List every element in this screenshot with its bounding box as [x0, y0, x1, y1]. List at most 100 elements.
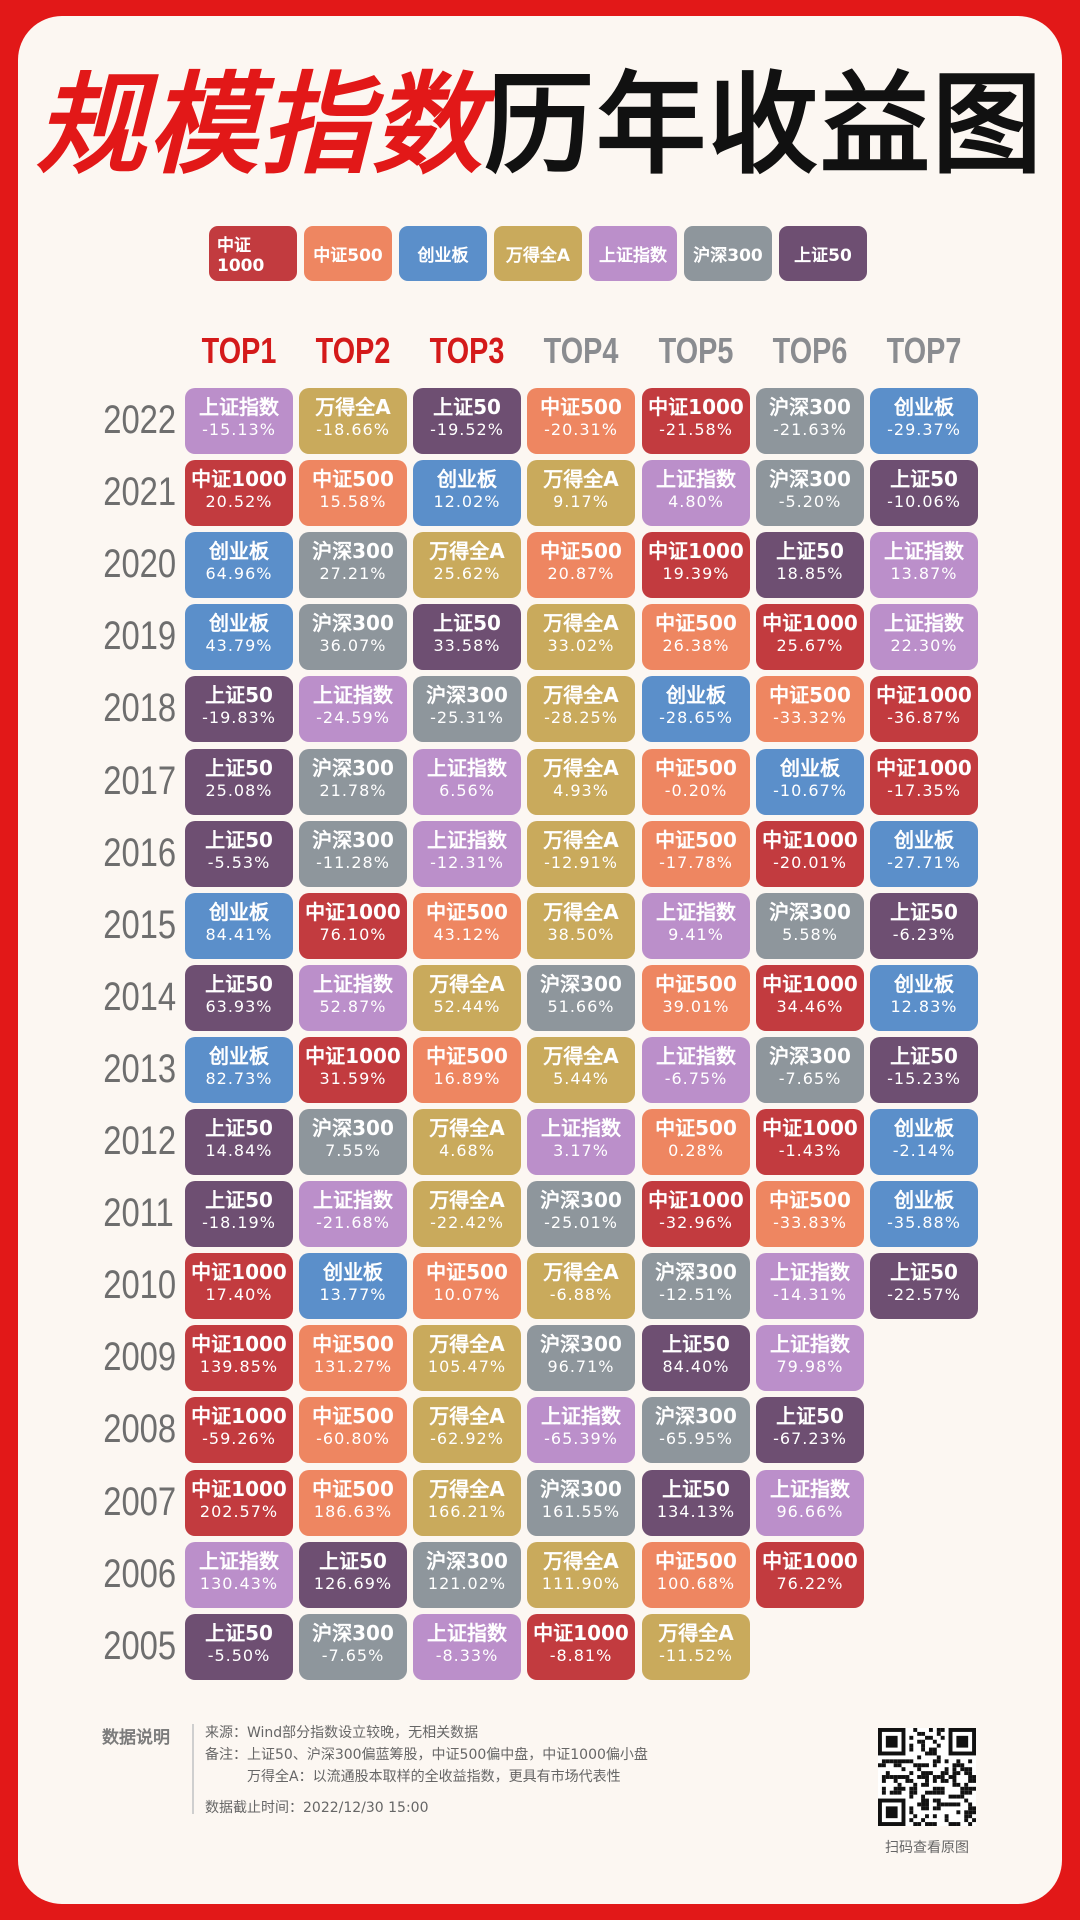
return-value: 4.80% — [668, 492, 724, 512]
return-value: 6.56% — [439, 780, 495, 800]
return-cell: 创业板 -2.14% — [870, 1109, 978, 1175]
index-name: 万得全A — [429, 1188, 505, 1213]
return-cell: 上证50 84.40% — [642, 1325, 750, 1392]
return-value: 36.07% — [319, 636, 387, 656]
return-cell: 中证1000 17.40% — [185, 1253, 293, 1320]
return-value: 126.69% — [313, 1573, 393, 1593]
rank-label-top1: TOP1 — [201, 330, 277, 371]
index-name: 中证1000 — [762, 1116, 858, 1140]
title-black-part: 历年收益图 — [484, 61, 1044, 189]
index-name: 沪深300 — [312, 1116, 394, 1140]
return-value: 130.43% — [199, 1573, 279, 1593]
index-name: 上证指数 — [199, 1548, 279, 1573]
return-value: -21.63% — [773, 420, 847, 439]
return-value: -6.23% — [892, 924, 956, 944]
return-cell: 万得全A 5.44% — [527, 1036, 635, 1103]
return-cell: 上证指数 -6.75% — [642, 1036, 750, 1103]
return-cell: 沪深300 -21.63% — [756, 388, 864, 454]
index-name: 沪深300 — [769, 467, 851, 492]
return-value: -36.87% — [887, 708, 961, 728]
index-name: 沪深300 — [312, 827, 394, 852]
return-value: -67.23% — [773, 1429, 847, 1449]
return-value: 52.44% — [433, 996, 501, 1016]
return-cell: 沪深300 121.02% — [413, 1541, 521, 1608]
return-cell: 上证50 126.69% — [299, 1541, 407, 1608]
return-cell: 万得全A -18.66% — [299, 388, 407, 454]
return-value: 12.83% — [890, 996, 958, 1016]
return-cell: 中证500 16.89% — [413, 1036, 521, 1103]
year-label: 2012 — [103, 1119, 177, 1163]
index-name: 中证500 — [655, 611, 737, 636]
return-cell: 中证1000 -36.87% — [870, 676, 978, 743]
return-value: -19.83% — [202, 708, 276, 728]
return-value: 96.66% — [776, 1501, 844, 1521]
index-name: 万得全A — [429, 971, 505, 996]
return-value: -59.26% — [202, 1429, 276, 1449]
return-value: 18.85% — [776, 564, 844, 584]
return-cell: 中证500 -17.78% — [642, 820, 750, 887]
return-cell: 万得全A 4.93% — [527, 748, 635, 815]
rank-label-top5: TOP5 — [658, 330, 734, 371]
index-name: 中证1000 — [648, 1188, 744, 1213]
return-value: -27.71% — [887, 852, 961, 872]
return-cell: 上证50 18.85% — [756, 532, 864, 599]
return-value: -17.78% — [659, 852, 733, 872]
rank-label-top6: TOP6 — [772, 330, 848, 371]
note-remark-2: 万得全A：以流通股本取样的全收益指数，更具有市场代表性 — [247, 1769, 621, 1785]
year-label: 2018 — [103, 686, 177, 731]
return-cell: 沪深300 -12.51% — [642, 1253, 750, 1320]
return-cell: 万得全A 25.62% — [413, 532, 521, 599]
index-name: 创业板 — [894, 1188, 954, 1213]
note-source: 来源：Wind部分指数设立较晚，无相关数据 — [205, 1725, 479, 1741]
return-cell: 沪深300 51.66% — [527, 964, 635, 1031]
index-name: 沪深300 — [312, 755, 394, 780]
return-value: 82.73% — [205, 1068, 273, 1088]
return-cell: 中证1000 -1.43% — [756, 1109, 864, 1175]
index-name: 创业板 — [209, 611, 269, 636]
index-name: 中证500 — [426, 1260, 508, 1285]
year-label: 2008 — [103, 1407, 177, 1452]
index-name: 万得全A — [429, 1404, 505, 1429]
return-cell: 沪深300 96.71% — [527, 1325, 635, 1392]
return-cell: 中证500 26.38% — [642, 604, 750, 671]
index-name: 上证50 — [433, 611, 501, 636]
return-cell: 创业板 12.02% — [413, 460, 521, 527]
return-value: -10.67% — [773, 780, 847, 800]
return-value: 100.68% — [656, 1573, 736, 1593]
return-value: -12.91% — [544, 852, 618, 872]
index-name: 中证500 — [655, 1548, 737, 1573]
index-name: 沪深300 — [769, 899, 851, 924]
return-cell: 中证1000 139.85% — [185, 1325, 293, 1392]
return-cell: 沪深300 -65.95% — [642, 1397, 750, 1464]
index-name: 沪深300 — [540, 971, 622, 996]
return-value: -18.19% — [202, 1213, 276, 1233]
return-value: 27.21% — [319, 564, 387, 584]
index-name: 沪深300 — [426, 1548, 508, 1573]
return-value: -21.68% — [316, 1213, 390, 1233]
note-cutoff: 数据截止时间：2022/12/30 15:00 — [205, 1800, 429, 1816]
return-cell: 上证指数 9.41% — [642, 892, 750, 959]
index-name: 中证1000 — [305, 1043, 401, 1068]
return-value: -11.52% — [659, 1645, 733, 1665]
qr-code-icon[interactable] — [878, 1728, 976, 1826]
return-cell: 上证50 14.84% — [185, 1109, 293, 1175]
return-cell: 上证指数 96.66% — [756, 1469, 864, 1536]
return-value: -6.75% — [664, 1068, 728, 1088]
return-cell: 万得全A -22.42% — [413, 1181, 521, 1248]
legend-chip: 中证1000 — [209, 226, 297, 281]
return-cell: 中证1000 -8.81% — [527, 1613, 635, 1680]
index-name: 中证1000 — [762, 611, 858, 636]
return-cell: 上证50 -67.23% — [756, 1397, 864, 1464]
legend-chip: 创业板 — [399, 226, 487, 281]
return-value: 105.47% — [427, 1357, 507, 1377]
index-name: 上证指数 — [427, 755, 507, 780]
year-label: 2011 — [103, 1191, 174, 1236]
return-cell: 万得全A -28.25% — [527, 676, 635, 743]
return-value: 84.41% — [205, 924, 273, 944]
return-value: 31.59% — [319, 1068, 387, 1088]
return-cell: 中证1000 34.46% — [756, 964, 864, 1031]
index-name: 万得全A — [543, 683, 619, 708]
legend: 中证1000 中证500 创业板 万得全A 上证指数 沪深300 上证50 — [209, 226, 867, 281]
return-cell: 中证500 43.12% — [413, 892, 521, 959]
index-name: 创业板 — [894, 1116, 954, 1140]
